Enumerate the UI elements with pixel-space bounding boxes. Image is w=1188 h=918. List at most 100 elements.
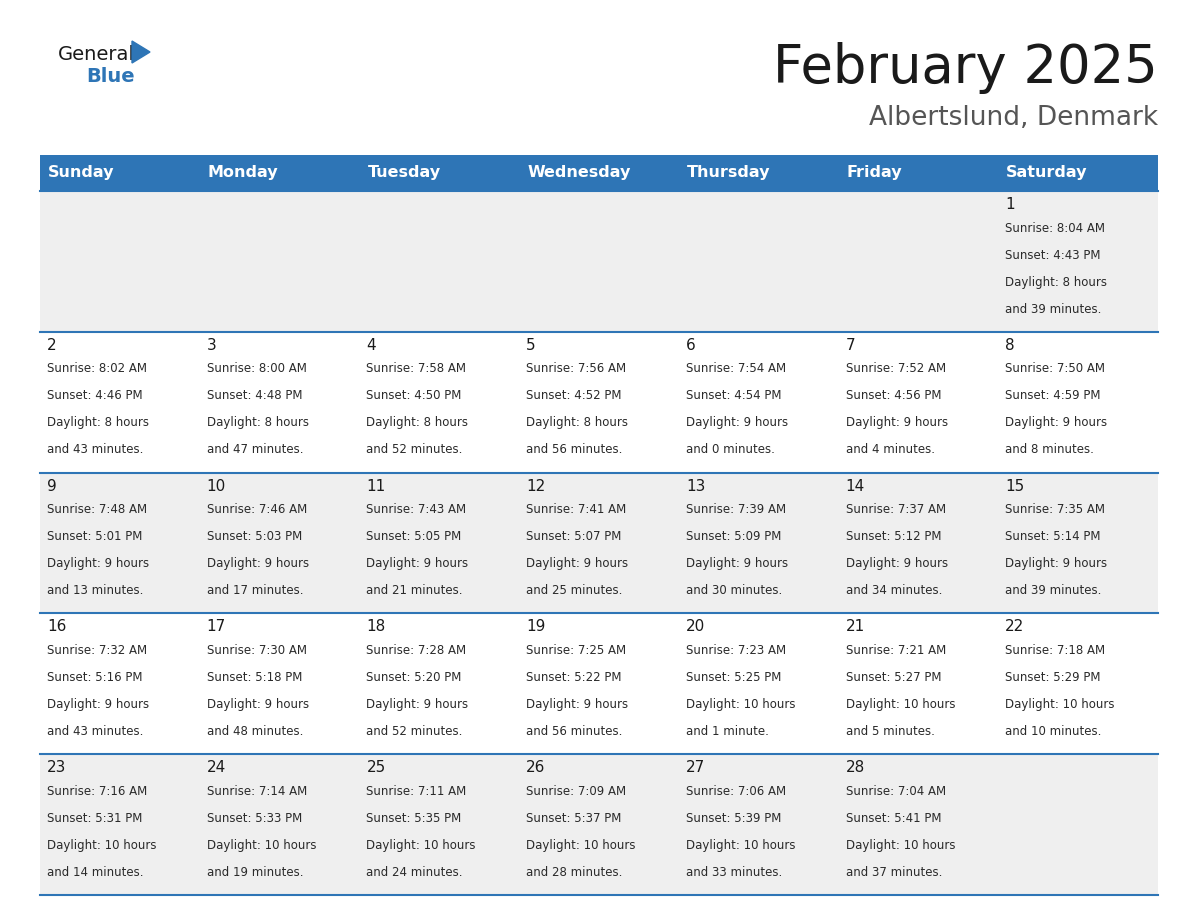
Text: Wednesday: Wednesday <box>527 165 631 181</box>
Text: Sunset: 5:27 PM: Sunset: 5:27 PM <box>846 671 941 684</box>
Text: 23: 23 <box>48 760 67 775</box>
Text: and 56 minutes.: and 56 minutes. <box>526 725 623 738</box>
Text: 13: 13 <box>685 478 706 494</box>
Text: Sunset: 4:59 PM: Sunset: 4:59 PM <box>1005 389 1101 402</box>
Text: Sunrise: 7:09 AM: Sunrise: 7:09 AM <box>526 785 626 798</box>
Text: Sunrise: 7:54 AM: Sunrise: 7:54 AM <box>685 363 786 375</box>
Text: Daylight: 8 hours: Daylight: 8 hours <box>207 417 309 430</box>
Text: Daylight: 9 hours: Daylight: 9 hours <box>526 557 628 570</box>
Text: Daylight: 9 hours: Daylight: 9 hours <box>685 417 788 430</box>
Text: Sunset: 4:46 PM: Sunset: 4:46 PM <box>48 389 143 402</box>
Text: Daylight: 10 hours: Daylight: 10 hours <box>846 839 955 852</box>
Text: 7: 7 <box>846 338 855 353</box>
Bar <box>40 613 1158 755</box>
Text: 16: 16 <box>48 620 67 634</box>
Text: Sunset: 4:52 PM: Sunset: 4:52 PM <box>526 389 621 402</box>
Text: Sunrise: 7:43 AM: Sunrise: 7:43 AM <box>366 503 467 516</box>
Text: Sunset: 5:22 PM: Sunset: 5:22 PM <box>526 671 621 684</box>
Bar <box>998 155 1158 191</box>
Text: Sunset: 4:54 PM: Sunset: 4:54 PM <box>685 389 782 402</box>
Text: Sunset: 5:18 PM: Sunset: 5:18 PM <box>207 671 302 684</box>
Text: Sunset: 5:07 PM: Sunset: 5:07 PM <box>526 531 621 543</box>
Text: 25: 25 <box>366 760 386 775</box>
Text: Sunrise: 7:41 AM: Sunrise: 7:41 AM <box>526 503 626 516</box>
Text: Daylight: 9 hours: Daylight: 9 hours <box>846 417 948 430</box>
Text: 24: 24 <box>207 760 226 775</box>
Text: 15: 15 <box>1005 478 1024 494</box>
Bar <box>40 755 1158 895</box>
Text: and 43 minutes.: and 43 minutes. <box>48 725 144 738</box>
Text: Sunset: 5:35 PM: Sunset: 5:35 PM <box>366 812 462 825</box>
Text: Sunrise: 7:58 AM: Sunrise: 7:58 AM <box>366 363 467 375</box>
Text: Daylight: 8 hours: Daylight: 8 hours <box>526 417 628 430</box>
Text: Daylight: 10 hours: Daylight: 10 hours <box>1005 698 1114 711</box>
Text: Sunset: 4:50 PM: Sunset: 4:50 PM <box>366 389 462 402</box>
Text: and 48 minutes.: and 48 minutes. <box>207 725 303 738</box>
Text: Sunset: 5:37 PM: Sunset: 5:37 PM <box>526 812 621 825</box>
Text: and 52 minutes.: and 52 minutes. <box>366 443 463 456</box>
Text: Daylight: 10 hours: Daylight: 10 hours <box>48 839 157 852</box>
Text: 4: 4 <box>366 338 377 353</box>
Text: Saturday: Saturday <box>1006 165 1088 181</box>
Text: 12: 12 <box>526 478 545 494</box>
Text: 22: 22 <box>1005 620 1024 634</box>
Text: February 2025: February 2025 <box>773 42 1158 94</box>
Text: 6: 6 <box>685 338 696 353</box>
Bar <box>839 155 998 191</box>
Text: Sunset: 5:12 PM: Sunset: 5:12 PM <box>846 531 941 543</box>
Text: Daylight: 9 hours: Daylight: 9 hours <box>685 557 788 570</box>
Text: Sunrise: 8:04 AM: Sunrise: 8:04 AM <box>1005 221 1105 235</box>
Text: 1: 1 <box>1005 197 1015 212</box>
Text: 26: 26 <box>526 760 545 775</box>
Text: and 17 minutes.: and 17 minutes. <box>207 584 303 598</box>
Text: and 37 minutes.: and 37 minutes. <box>846 866 942 879</box>
Text: Daylight: 10 hours: Daylight: 10 hours <box>846 698 955 711</box>
Text: and 47 minutes.: and 47 minutes. <box>207 443 303 456</box>
Polygon shape <box>132 41 150 63</box>
Text: and 4 minutes.: and 4 minutes. <box>846 443 935 456</box>
Text: and 21 minutes.: and 21 minutes. <box>366 584 463 598</box>
Text: Daylight: 9 hours: Daylight: 9 hours <box>207 557 309 570</box>
Text: 18: 18 <box>366 620 386 634</box>
Text: Sunrise: 7:16 AM: Sunrise: 7:16 AM <box>48 785 147 798</box>
Text: Albertslund, Denmark: Albertslund, Denmark <box>868 105 1158 131</box>
Text: Daylight: 9 hours: Daylight: 9 hours <box>48 557 150 570</box>
Text: Daylight: 9 hours: Daylight: 9 hours <box>207 698 309 711</box>
Text: and 5 minutes.: and 5 minutes. <box>846 725 935 738</box>
Text: Thursday: Thursday <box>687 165 770 181</box>
Text: Daylight: 9 hours: Daylight: 9 hours <box>366 557 468 570</box>
Text: and 30 minutes.: and 30 minutes. <box>685 584 782 598</box>
Text: and 10 minutes.: and 10 minutes. <box>1005 725 1101 738</box>
Text: 3: 3 <box>207 338 216 353</box>
Text: and 52 minutes.: and 52 minutes. <box>366 725 463 738</box>
Text: Tuesday: Tuesday <box>367 165 441 181</box>
Text: Sunrise: 7:50 AM: Sunrise: 7:50 AM <box>1005 363 1105 375</box>
Text: 20: 20 <box>685 620 706 634</box>
Text: and 43 minutes.: and 43 minutes. <box>48 443 144 456</box>
Text: Sunrise: 7:46 AM: Sunrise: 7:46 AM <box>207 503 307 516</box>
Text: Sunrise: 7:35 AM: Sunrise: 7:35 AM <box>1005 503 1105 516</box>
Text: and 14 minutes.: and 14 minutes. <box>48 866 144 879</box>
Text: Daylight: 10 hours: Daylight: 10 hours <box>366 839 476 852</box>
Text: 21: 21 <box>846 620 865 634</box>
Text: Sunset: 5:14 PM: Sunset: 5:14 PM <box>1005 531 1101 543</box>
Text: Daylight: 10 hours: Daylight: 10 hours <box>207 839 316 852</box>
Text: Daylight: 10 hours: Daylight: 10 hours <box>685 698 795 711</box>
Text: Friday: Friday <box>847 165 902 181</box>
Text: Sunrise: 7:32 AM: Sunrise: 7:32 AM <box>48 644 147 657</box>
Bar <box>40 155 200 191</box>
Text: 14: 14 <box>846 478 865 494</box>
Text: Daylight: 10 hours: Daylight: 10 hours <box>685 839 795 852</box>
Text: Sunset: 5:20 PM: Sunset: 5:20 PM <box>366 671 462 684</box>
Text: Sunset: 5:05 PM: Sunset: 5:05 PM <box>366 531 462 543</box>
Text: Sunrise: 7:04 AM: Sunrise: 7:04 AM <box>846 785 946 798</box>
Text: Sunrise: 7:30 AM: Sunrise: 7:30 AM <box>207 644 307 657</box>
Text: and 56 minutes.: and 56 minutes. <box>526 443 623 456</box>
Bar <box>519 155 678 191</box>
Text: Daylight: 9 hours: Daylight: 9 hours <box>1005 557 1107 570</box>
Text: and 25 minutes.: and 25 minutes. <box>526 584 623 598</box>
Text: Sunrise: 7:21 AM: Sunrise: 7:21 AM <box>846 644 946 657</box>
Text: Blue: Blue <box>86 68 134 86</box>
Text: 28: 28 <box>846 760 865 775</box>
Text: Sunrise: 7:18 AM: Sunrise: 7:18 AM <box>1005 644 1105 657</box>
